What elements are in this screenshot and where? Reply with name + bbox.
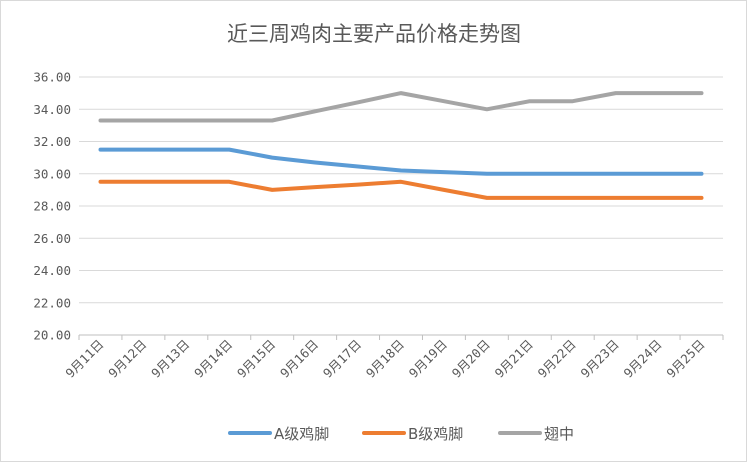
- x-tick-label: 9月21日: [492, 337, 536, 381]
- x-tick-label: 9月23日: [578, 337, 622, 381]
- legend-label: B级鸡脚: [408, 425, 463, 443]
- x-tick-label: 9月12日: [105, 337, 149, 381]
- legend-label: 翅中: [544, 425, 574, 443]
- y-tick-label: 30.00: [33, 166, 71, 181]
- series-line-2: [98, 179, 704, 200]
- series-lines: [98, 91, 704, 200]
- y-tick-label: 34.00: [33, 102, 71, 117]
- gridlines: [79, 76, 723, 304]
- chart-title: 近三周鸡肉主要产品价格走势图: [227, 22, 521, 46]
- x-tick-label: 9月15日: [234, 337, 278, 381]
- axes: 20.00 22.00 24.00 26.00 28.00 30.00 32.00 34.00…: [33, 70, 724, 381]
- y-tick-label: 36.00: [33, 70, 71, 85]
- x-tick-label: 9月14日: [191, 337, 235, 381]
- legend-label: A级鸡脚: [274, 425, 329, 443]
- x-tick-label: 9月11日: [62, 337, 106, 381]
- x-tick-label: 9月13日: [148, 337, 192, 381]
- series-line-3: [98, 91, 704, 123]
- x-tick-label: 9月17日: [320, 337, 364, 381]
- x-tick-label: 9月16日: [277, 337, 321, 381]
- y-tick-label: 26.00: [33, 231, 71, 246]
- y-tick-label: 22.00: [33, 295, 71, 310]
- x-tick-label: 9月20日: [449, 337, 493, 381]
- y-tick-label: 32.00: [33, 134, 71, 149]
- y-tick-label: 28.00: [33, 199, 71, 214]
- x-tick-label: 9月22日: [535, 337, 579, 381]
- x-tick-label: 9月19日: [406, 337, 450, 381]
- legend: A级鸡脚 B级鸡脚 翅中: [228, 425, 574, 443]
- series-line-1: [98, 147, 704, 176]
- x-tick-label: 9月18日: [363, 337, 407, 381]
- x-tick-label: 9月24日: [620, 337, 664, 381]
- x-tick-label: 9月25日: [663, 337, 707, 381]
- y-tick-label: 20.00: [33, 328, 71, 343]
- y-tick-label: 24.00: [33, 263, 71, 278]
